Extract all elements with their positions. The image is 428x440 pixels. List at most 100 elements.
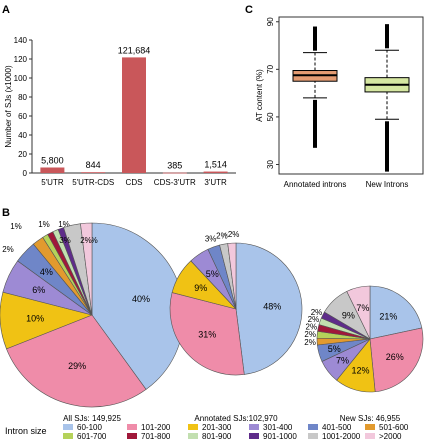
slice-label: ~2%	[223, 230, 239, 239]
plot-frame	[278, 16, 424, 175]
legend-swatch	[188, 424, 198, 430]
y-tick-label: 80	[18, 93, 27, 102]
legend-label: 301-400	[263, 423, 293, 432]
pie-slice	[227, 242, 237, 310]
bar-value-label: 5,800	[41, 155, 64, 165]
bar-chart: 0 20 40 60 80 100 120 140 Number of SJs (x1000) 5…	[4, 36, 236, 187]
legend-swatch	[308, 433, 318, 439]
bar	[40, 167, 65, 173]
legend-swatch	[188, 433, 198, 439]
slice-label: 4%	[40, 267, 53, 277]
slice-label: 29%	[68, 361, 86, 371]
legend-label: 101-200	[141, 423, 171, 432]
legend-label: 60-100	[77, 423, 102, 432]
slice-label: 6%	[32, 285, 45, 295]
pie-slice	[235, 242, 303, 375]
slice-label: 31%	[198, 329, 216, 339]
slice-label: 9%	[342, 311, 355, 321]
legend-swatch	[249, 433, 259, 439]
pie-slice	[369, 285, 423, 340]
slice-label: 2%	[2, 245, 14, 254]
legend-label: >2000	[379, 432, 402, 440]
pie-charts: 40%29%10%6%4%2%1%1%1%1%3%2%All SJs: 149,…	[0, 220, 424, 423]
legend-swatch	[365, 424, 375, 430]
y-tick-label: 0	[23, 169, 28, 178]
x-tick-label: 5'UTR	[41, 178, 64, 187]
x-tick-label: CDS-3'UTR	[154, 178, 196, 187]
y-tick-label: 70	[266, 64, 275, 73]
x-tick-label: 3'UTR	[204, 178, 227, 187]
legend-swatch	[249, 424, 259, 430]
slice-label: 2%	[216, 231, 228, 240]
y-tick-label: 60	[18, 112, 27, 121]
pie-slice	[369, 327, 424, 393]
bar	[162, 172, 187, 174]
pie-caption: New SJs: 46,955	[340, 414, 401, 423]
slice-label: 21%	[379, 311, 397, 321]
bar	[122, 57, 146, 173]
slice-label: 9%	[194, 283, 207, 293]
slice-label: 2%	[311, 308, 323, 317]
y-axis-title: Number of SJs (x1000)	[4, 65, 13, 148]
legend-swatch	[127, 424, 137, 430]
slice-label: 1%	[58, 220, 70, 229]
legend-label: 901-1000	[263, 432, 297, 440]
slice-label: 2%	[304, 338, 316, 347]
slice-label: 1%	[10, 222, 22, 231]
legend-swatch	[127, 433, 137, 439]
slice-label: 48%	[263, 302, 281, 312]
slice-label: 10%	[26, 314, 44, 324]
y-tick-label: 90	[266, 17, 275, 26]
legend-label: 701-800	[141, 432, 171, 440]
panel-label-b: B	[2, 207, 10, 219]
slice-label: 7%	[356, 303, 369, 313]
panel-label-c: C	[245, 4, 253, 16]
x-tick-label: 5'UTR-CDS	[72, 178, 114, 187]
bar-value-label: 385	[167, 161, 182, 171]
legend-label: 801-900	[202, 432, 232, 440]
panel-label-a: A	[2, 4, 10, 16]
legend-label: 201-300	[202, 423, 232, 432]
slice-label: 3%	[205, 234, 217, 243]
y-tick-label: 120	[14, 55, 28, 64]
slice-label: 12%	[352, 365, 370, 375]
slice-label: 2%	[304, 330, 316, 339]
legend-label: 1001-2000	[322, 432, 361, 440]
legend-label: 601-700	[77, 432, 107, 440]
intron-size-legend: Intron size 60-100 101-200 201-300 301-400 40…	[5, 423, 409, 440]
y-tick-label: 50	[266, 112, 275, 121]
x-tick-label: New Introns	[366, 180, 409, 189]
bar-value-label: 121,684	[118, 45, 151, 55]
legend-swatch	[308, 424, 318, 430]
pie-slice	[80, 222, 93, 316]
y-tick-label: 100	[14, 74, 28, 83]
y-tick-label: 40	[18, 131, 27, 140]
slice-label: 5%	[206, 269, 219, 279]
slice-label: 26%	[386, 352, 404, 362]
slice-label: 1%	[38, 220, 50, 229]
legend-title: Intron size	[5, 426, 47, 436]
legend-label: 501-600	[379, 423, 409, 432]
y-tick-label: 140	[14, 36, 28, 45]
pie-caption: All SJs: 149,925	[63, 414, 121, 423]
slice-label: 2%	[306, 322, 318, 331]
pie-slice	[6, 314, 147, 408]
slice-label: 40%	[132, 294, 150, 304]
slice-label: 7%	[336, 356, 349, 366]
slice-label: 5%	[328, 344, 341, 354]
pie-caption: Annotated SJs:102,970	[194, 414, 278, 423]
slice-label: 3%	[59, 236, 71, 245]
x-tick-label: CDS	[126, 178, 143, 187]
bar-value-label: 844	[86, 160, 101, 170]
legend-swatch	[365, 433, 375, 439]
y-tick-label: 30	[266, 159, 275, 168]
slice-label: 2%	[80, 236, 92, 245]
y-tick-label: 20	[18, 150, 27, 159]
slice-label: 2%	[308, 315, 320, 324]
pie-slice	[346, 285, 371, 340]
pie-slice	[169, 292, 245, 376]
box-plot: 30 50 70 90 AT content (%) Annotated introns N…	[255, 16, 424, 189]
legend-label: 401-500	[322, 423, 352, 432]
legend-swatch	[63, 433, 73, 439]
